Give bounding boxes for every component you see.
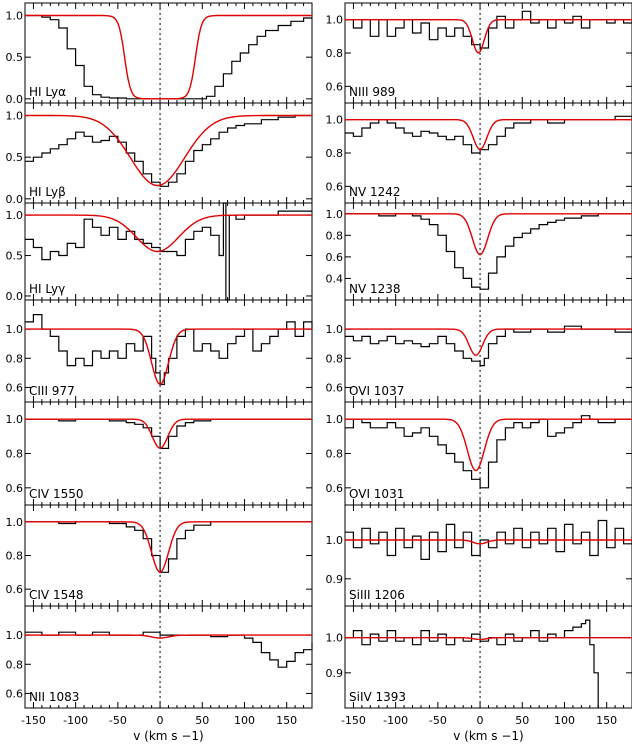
col0-panel0-frame: [24, 2, 313, 104]
col0-panel2-ytick-label: 1.0: [6, 209, 24, 222]
col0-xtick-label: 100: [234, 714, 255, 727]
col0-panel1-spectrum: [25, 114, 312, 187]
col1-panel1-ytick-label: 1.0: [326, 114, 344, 127]
col1-panel0-ion-label: NIII 989: [349, 85, 395, 99]
col1-panel4-ytick-label: 0.8: [326, 448, 344, 461]
col0-panel1-ytick-label: 0.5: [6, 151, 24, 164]
col1-panel6-ytick-label: 0.9: [326, 667, 344, 680]
col1-xtick-label: 50: [515, 714, 529, 727]
col0-panel6-ytick-label: 1.0: [6, 629, 24, 642]
col0-xtick-label: -100: [63, 714, 88, 727]
col1-panel4-ytick-label: 1.0: [326, 413, 344, 426]
col0-panel6-ytick-label: 0.8: [6, 658, 24, 671]
col1-panel4-ytick-label: 0.6: [326, 482, 344, 495]
col1-panel2-spectrum: [345, 213, 632, 290]
col0-panel1-frame: [24, 102, 313, 204]
col1-panel6-ion-label: SiIV 1393: [349, 690, 406, 704]
col1-panel5-spectrum: [345, 519, 632, 560]
col1-panel3-ytick-label: 0.8: [326, 352, 344, 365]
col1-panel0-spectrum: [345, 10, 632, 49]
col1-panel4-ion-label: OVI 1031: [349, 487, 404, 501]
col1-panel3-ion-label: OVI 1037: [349, 384, 404, 398]
col1-panel4-spectrum: [345, 415, 632, 489]
col0-panel4-ytick-label: 1.0: [6, 413, 24, 426]
col0-panel0-ytick-label: 0.0: [6, 93, 24, 106]
col1-panel0-ytick-label: 1.0: [326, 14, 344, 27]
col0-panel0-ytick-label: 1.0: [6, 10, 24, 23]
col0-panel2-ytick-label: 0.5: [6, 250, 24, 263]
col1-xtick-label: 100: [554, 714, 575, 727]
col0-xtick-label: 50: [195, 714, 209, 727]
col0-panel2-spectrum: [25, 202, 312, 301]
col0-panel2-ion-label: HI Lyγ: [29, 282, 65, 296]
col1-panel1-model-fit: [345, 119, 632, 151]
col0-panel2-model-fit: [25, 214, 312, 253]
col1-panel4-model-fit: [345, 418, 632, 472]
col0-panel2-ytick-label: 0.0: [6, 290, 24, 303]
col1-panel0-model-fit: [345, 19, 632, 54]
col1-panel5-model-fit: [345, 539, 632, 545]
col1-panel5-ion-label: SiIII 1206: [349, 588, 405, 602]
col1-panel5-ytick-label: 1.0: [326, 534, 344, 547]
col0-panel6-ion-label: NII 1083: [29, 690, 79, 704]
col1-panel2-model-fit: [345, 213, 632, 256]
col0-panel0-model-fit: [25, 14, 312, 100]
col0-panel0-ion-label: HI Lyα: [29, 85, 66, 99]
col1-xtick-label: -150: [341, 714, 366, 727]
col1-panel2-ytick-label: 0.4: [326, 272, 344, 285]
col1-xtick-label: -100: [383, 714, 408, 727]
col0-panel3-ytick-label: 0.8: [6, 352, 24, 365]
col0-panel4-ion-label: CIV 1550: [29, 487, 83, 501]
col1-panel1-ytick-label: 0.6: [326, 180, 344, 193]
col0-panel5-ytick-label: 0.8: [6, 550, 24, 563]
col1-panel2-ytick-label: 0.8: [326, 229, 344, 242]
col0-panel1-ion-label: HI Lyβ: [29, 185, 66, 199]
col0-xtick-label: -150: [21, 714, 46, 727]
col1-panel6-ytick-label: 1.0: [326, 632, 344, 645]
col1-xtick-label: 150: [596, 714, 617, 727]
col1-panel6-spectrum: [345, 619, 599, 708]
col0-panel4-ytick-label: 0.8: [6, 448, 24, 461]
col1-xaxis-label: v (km s −1): [453, 729, 524, 743]
col1-xtick-label: -50: [429, 714, 447, 727]
col0-panel6-model-fit: [25, 634, 312, 639]
col1-panel3-model-fit: [345, 328, 632, 356]
col1-panel2-ytick-label: 1.0: [326, 208, 344, 221]
col0-panel5-ion-label: CIV 1548: [29, 588, 83, 602]
col0-panel4-ytick-label: 0.6: [6, 482, 24, 495]
col0-panel4-model-fit: [25, 418, 312, 450]
col0-xtick-label: -50: [109, 714, 127, 727]
col0-panel1-ytick-label: 1.0: [6, 110, 24, 123]
col0-panel1-ytick-label: 0.0: [6, 193, 24, 206]
col1-panel3-ytick-label: 1.0: [326, 323, 344, 336]
col0-panel5-model-fit: [25, 521, 312, 574]
col0-panel3-spectrum: [25, 314, 313, 386]
col0-panel3-ytick-label: 1.0: [6, 323, 24, 336]
col1-panel6-model-fit: [345, 637, 632, 641]
col1-panel2-ion-label: NV 1238: [349, 282, 401, 296]
col0-xtick-label: 150: [276, 714, 297, 727]
col0-xaxis-label: v (km s −1): [133, 729, 204, 743]
col1-panel3-spectrum: [345, 325, 632, 367]
col0-panel5-spectrum: [25, 521, 312, 573]
col0-panel0-spectrum: [25, 14, 312, 100]
col1-panel1-ion-label: NV 1242: [349, 185, 401, 199]
col1-panel2-ytick-label: 0.6: [326, 251, 344, 264]
col1-xtick-label: 0: [477, 714, 484, 727]
col0-panel3-ytick-label: 0.6: [6, 381, 24, 394]
col0-panel3-model-fit: [25, 328, 312, 386]
col0-panel1-model-fit: [25, 114, 312, 187]
col0-panel3-ion-label: CIII 977: [29, 384, 75, 398]
col0-panel5-ytick-label: 0.6: [6, 583, 24, 596]
col1-panel3-ytick-label: 0.6: [326, 381, 344, 394]
col1-panel0-ytick-label: 0.8: [326, 47, 344, 60]
col0-panel5-ytick-label: 1.0: [6, 516, 24, 529]
col0-panel6-ytick-label: 0.6: [6, 687, 24, 700]
col1-panel1-ytick-label: 0.8: [326, 147, 344, 160]
col0-xtick-label: 0: [157, 714, 164, 727]
col1-panel0-ytick-label: 0.6: [326, 80, 344, 93]
col1-panel5-ytick-label: 0.9: [326, 573, 344, 586]
col0-panel0-ytick-label: 0.5: [6, 51, 24, 64]
